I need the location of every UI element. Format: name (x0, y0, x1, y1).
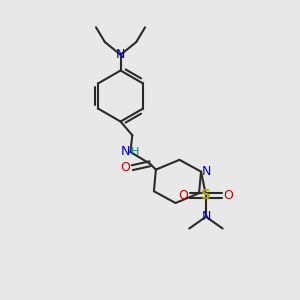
Text: N: N (202, 165, 212, 178)
Text: N: N (116, 48, 125, 61)
Text: O: O (224, 189, 233, 202)
Text: S: S (201, 188, 211, 202)
Text: O: O (178, 189, 188, 202)
Text: H: H (131, 147, 140, 157)
Text: N: N (201, 210, 211, 223)
Text: O: O (121, 161, 130, 174)
Text: N: N (121, 146, 130, 158)
